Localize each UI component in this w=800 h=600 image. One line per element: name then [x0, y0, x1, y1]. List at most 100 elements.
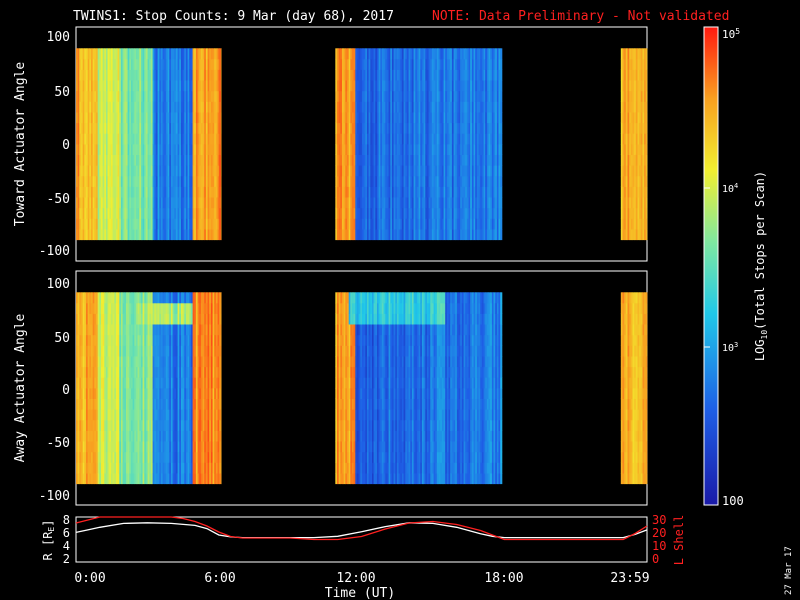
heatmap-cell — [89, 462, 92, 474]
heatmap-cell — [119, 80, 122, 92]
heatmap-cell — [165, 345, 168, 357]
heatmap-cell — [338, 101, 341, 113]
heatmap-cell — [164, 48, 167, 60]
heatmap-cell — [348, 90, 351, 102]
heatmap-cell — [352, 90, 355, 102]
heatmap-cell — [214, 90, 217, 102]
heatmap-cell — [486, 175, 489, 187]
heatmap-cell — [134, 165, 137, 177]
heatmap-cell — [387, 186, 390, 198]
heatmap-cell — [440, 229, 443, 241]
heatmap-cell — [212, 133, 215, 145]
heatmap-cell — [629, 133, 632, 145]
heatmap-cell — [154, 356, 157, 368]
heatmap-cell — [338, 112, 341, 124]
heatmap-cell — [639, 154, 642, 166]
heatmap-cell — [159, 144, 162, 155]
heatmap-cell — [139, 292, 142, 304]
heatmap-cell — [360, 69, 363, 81]
heatmap-cell — [142, 165, 145, 177]
heatmap-cell — [390, 154, 393, 166]
heatmap-cell — [189, 409, 192, 421]
heatmap-cell — [84, 218, 87, 230]
heatmap-cell — [155, 90, 158, 102]
heatmap-cell — [127, 112, 130, 124]
heatmap-cell — [96, 451, 99, 463]
heatmap-cell — [347, 122, 350, 134]
heatmap-cell — [388, 90, 391, 102]
heatmap-cell — [644, 207, 647, 219]
heatmap-cell — [109, 144, 112, 155]
heatmap-cell — [337, 218, 340, 230]
heatmap-cell — [204, 101, 207, 113]
heatmap-cell — [401, 175, 404, 187]
heatmap-cell — [94, 144, 97, 155]
heatmap-cell — [194, 48, 197, 60]
heatmap-cell — [124, 229, 127, 241]
heatmap-cell — [212, 154, 215, 166]
heatmap-cell — [367, 112, 370, 124]
heatmap-cell — [102, 409, 105, 421]
heatmap-cell — [121, 292, 124, 304]
heatmap-cell — [79, 451, 82, 463]
heatmap-cell — [96, 207, 99, 219]
heatmap-cell — [476, 80, 479, 92]
heatmap-cell — [195, 366, 198, 378]
heatmap-cell — [455, 186, 458, 198]
heatmap-cell — [403, 186, 406, 198]
heatmap-cell — [421, 175, 424, 187]
heatmap-cell — [360, 154, 363, 166]
heatmap-cell — [342, 229, 345, 241]
heatmap-cell — [134, 112, 137, 124]
heatmap-cell — [190, 218, 193, 230]
heatmap-cell — [382, 122, 385, 134]
heatmap-cell — [162, 112, 165, 124]
heatmap-cell — [360, 218, 363, 230]
heatmap-cell — [87, 473, 90, 485]
heatmap-cell — [164, 409, 167, 421]
heatmap-cell — [177, 366, 180, 378]
heatmap-cell — [450, 165, 453, 177]
heatmap-cell — [126, 377, 129, 389]
heatmap-cell — [205, 69, 208, 81]
heatmap-cell — [167, 441, 170, 453]
heatmap-cell — [82, 101, 85, 113]
heatmap-cell — [104, 324, 107, 336]
heatmap-cell — [106, 473, 109, 485]
heatmap-cell — [145, 197, 148, 209]
heatmap-cell — [360, 48, 363, 60]
heatmap-cell — [94, 377, 97, 389]
heatmap-cell — [620, 112, 623, 124]
heatmap-cell — [380, 144, 383, 155]
heatmap-cell — [177, 207, 180, 219]
heatmap-cell — [380, 207, 383, 219]
heatmap-cell — [139, 419, 142, 431]
heatmap-cell — [109, 90, 112, 102]
heatmap-cell — [353, 197, 356, 209]
heatmap-cell — [145, 345, 148, 357]
heatmap-cell — [496, 69, 499, 81]
heatmap-cell — [162, 175, 165, 187]
heatmap-cell — [107, 175, 110, 187]
heatmap-cell — [455, 207, 458, 219]
heatmap-cell — [195, 462, 198, 474]
heatmap-cell — [184, 197, 187, 209]
heatmap-cell — [165, 451, 168, 463]
heatmap-cell — [117, 324, 120, 336]
heatmap-cell — [180, 409, 183, 421]
heatmap-cell — [620, 154, 623, 166]
heatmap-cell — [197, 229, 200, 241]
heatmap-cell — [353, 90, 356, 102]
heatmap-cell — [136, 197, 139, 209]
heatmap-cell — [169, 419, 172, 431]
heatmap-cell — [451, 48, 454, 60]
heatmap-cell — [478, 133, 481, 145]
heatmap-cell — [214, 186, 217, 198]
heatmap-cell — [109, 313, 112, 325]
heatmap-cell — [204, 197, 207, 209]
heatmap-cell — [431, 154, 434, 166]
heatmap-cell — [473, 133, 476, 145]
heatmap-cell — [137, 302, 140, 314]
heatmap-cell — [157, 69, 160, 81]
heatmap-cell — [388, 144, 391, 155]
